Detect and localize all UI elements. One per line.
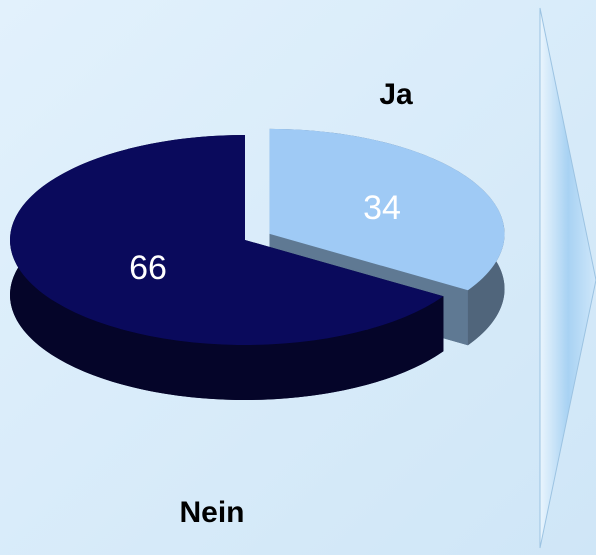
arrow-decoration <box>539 7 596 549</box>
category-label: Ja <box>379 78 413 111</box>
value-label: 34 <box>363 189 401 227</box>
category-label: Nein <box>179 496 244 529</box>
pie-slice <box>9 135 444 401</box>
pie <box>9 128 505 401</box>
slice-top <box>269 128 505 291</box>
slice-top <box>9 135 444 345</box>
value-label: 66 <box>129 249 167 287</box>
